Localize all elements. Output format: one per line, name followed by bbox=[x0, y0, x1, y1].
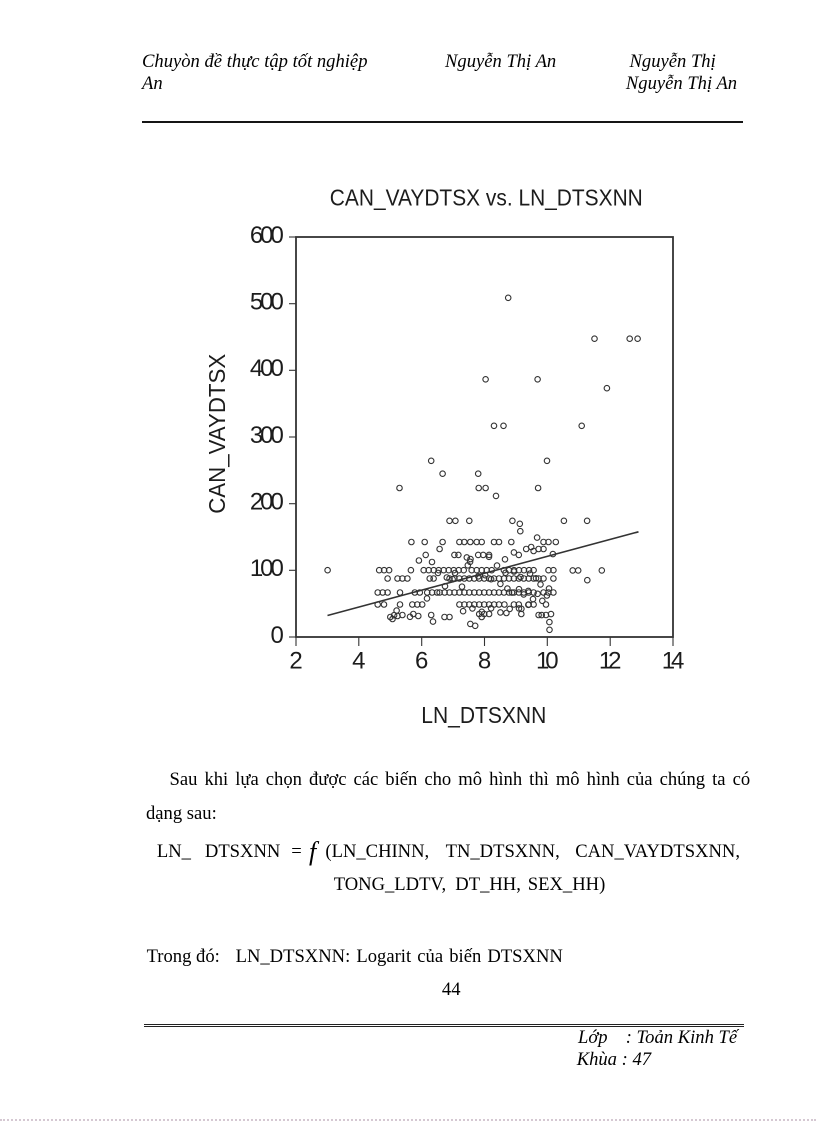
svg-text:14: 14 bbox=[662, 647, 685, 674]
svg-text:12: 12 bbox=[599, 647, 622, 674]
svg-text:600: 600 bbox=[250, 222, 284, 249]
svg-text:8: 8 bbox=[478, 647, 491, 674]
svg-text:100: 100 bbox=[250, 555, 284, 582]
svg-text:2: 2 bbox=[289, 647, 302, 674]
svg-text:CAN_VAYDTSX vs. LN_DTSXNN: CAN_VAYDTSX vs. LN_DTSXNN bbox=[330, 185, 643, 211]
svg-text:LN_DTSXNN: LN_DTSXNN bbox=[421, 702, 546, 728]
svg-text:6: 6 bbox=[415, 647, 428, 674]
svg-text:4: 4 bbox=[352, 647, 365, 674]
svg-text:300: 300 bbox=[250, 422, 284, 449]
svg-text:10: 10 bbox=[536, 647, 559, 674]
svg-text:200: 200 bbox=[250, 489, 284, 516]
svg-text:CAN_VAYDTSX: CAN_VAYDTSX bbox=[204, 354, 230, 514]
svg-text:0: 0 bbox=[270, 622, 283, 649]
svg-text:400: 400 bbox=[250, 355, 284, 382]
svg-text:500: 500 bbox=[250, 289, 284, 316]
